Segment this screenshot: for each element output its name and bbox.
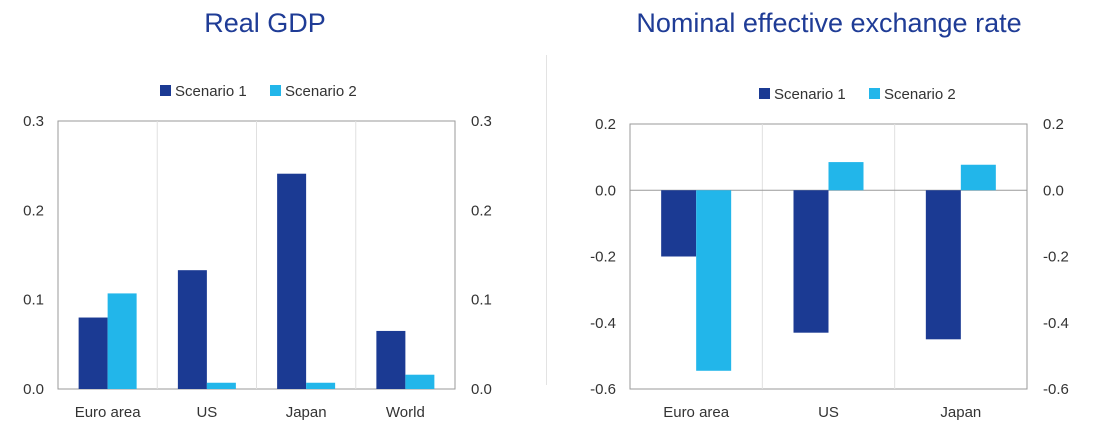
y-tick-label-left: -0.6 [590, 381, 616, 398]
legend-label: Scenario 1 [774, 86, 846, 103]
x-tick-label: US [818, 404, 839, 421]
y-tick-label-right: 0.1 [471, 292, 492, 309]
y-tick-label-right: 0.3 [471, 113, 492, 130]
y-tick-label-left: 0.1 [23, 292, 44, 309]
bar-scenario-2 [107, 293, 137, 389]
y-tick-label-right: -0.2 [1043, 249, 1069, 266]
y-tick-label-right: 0.2 [1043, 116, 1064, 133]
real-gdp-chart: 0.3 0.3 0.2 0.2 0.1 0.1 0.0 0.0 Euro area US Japan… [23, 83, 492, 421]
bar-scenario-1 [177, 270, 207, 389]
legend-label: Scenario 1 [175, 83, 247, 100]
panel-divider [546, 55, 547, 385]
chart-title: Real GDP [204, 8, 326, 38]
bar-scenario-2 [306, 382, 336, 389]
bar-scenario-1 [277, 173, 307, 389]
y-tick-label-left: -0.2 [590, 249, 616, 266]
x-tick-label: World [386, 404, 425, 421]
bar-scenario-1 [78, 317, 108, 389]
bar-scenario-1 [376, 330, 406, 389]
bar-scenario-2 [828, 162, 864, 191]
neer-chart: 0.2 0.2 0.0 0.0 -0.2 -0.2 -0.4 -0.4 -0.6 -0.6 Euro… [590, 86, 1069, 421]
neer-panel: Nominal effective exchange rate 0.2 0.2 0.… [564, 0, 1094, 421]
x-tick-label: Japan [940, 404, 981, 421]
y-tick-label-left: -0.4 [590, 315, 616, 332]
x-tick-label: Japan [286, 404, 327, 421]
y-tick-label-right: -0.4 [1043, 315, 1069, 332]
bar-scenario-1 [793, 190, 829, 333]
real-gdp-panel: Real GDP 0.3 0.3 0.2 0.2 0.1 0.1 0.0 0.0 Euro ar… [0, 0, 530, 421]
legend-swatch [759, 88, 770, 99]
y-tick-label-left: 0.0 [23, 381, 44, 398]
x-tick-label: Euro area [663, 404, 730, 421]
bar-scenario-1 [925, 190, 961, 340]
y-tick-label-left: 0.2 [23, 202, 44, 219]
plot-frame [629, 123, 1028, 390]
legend-label: Scenario 2 [884, 86, 956, 103]
legend-swatch [270, 85, 281, 96]
y-tick-label-right: 0.2 [471, 202, 492, 219]
y-tick-label-left: 0.3 [23, 113, 44, 130]
y-tick-label-left: 0.0 [595, 182, 616, 199]
y-tick-label-left: 0.2 [595, 116, 616, 133]
y-tick-label-right: 0.0 [471, 381, 492, 398]
y-tick-label-right: -0.6 [1043, 381, 1069, 398]
chart-title: Nominal effective exchange rate [636, 8, 1022, 38]
y-tick-label-right: 0.0 [1043, 182, 1064, 199]
x-tick-label: US [196, 404, 217, 421]
x-tick-label: Euro area [75, 404, 142, 421]
bar-scenario-2 [960, 164, 996, 191]
legend-label: Scenario 2 [285, 83, 357, 100]
bar-scenario-1 [661, 190, 697, 257]
bar-scenario-2 [696, 190, 732, 371]
legend-swatch [160, 85, 171, 96]
legend-swatch [869, 88, 880, 99]
bar-scenario-2 [405, 374, 435, 389]
bar-scenario-2 [206, 382, 236, 389]
